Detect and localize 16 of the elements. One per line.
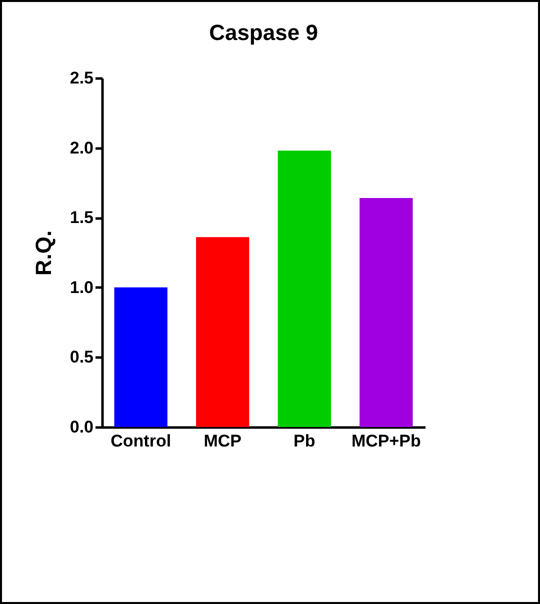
x-tick-label: MCP xyxy=(204,432,242,450)
x-tick-label: Control xyxy=(110,432,172,450)
bar xyxy=(360,198,413,427)
bar xyxy=(196,237,250,427)
x-tick-label: Pb xyxy=(294,432,316,450)
y-tick-label: 1.5 xyxy=(70,208,94,228)
bar xyxy=(114,287,168,427)
y-axis-title: R.Q. xyxy=(30,230,56,276)
y-tick-label: 2.5 xyxy=(70,68,94,88)
bar xyxy=(278,150,331,427)
y-tick-label: 1.0 xyxy=(70,278,94,297)
y-tick-label: 0.5 xyxy=(70,348,94,367)
y-tick-label: 0.0 xyxy=(70,418,94,436)
chart-title: Caspase 9 xyxy=(209,20,318,45)
y-tick-label: 2.0 xyxy=(70,138,94,158)
x-tick-label: MCP+Pb xyxy=(351,432,421,450)
